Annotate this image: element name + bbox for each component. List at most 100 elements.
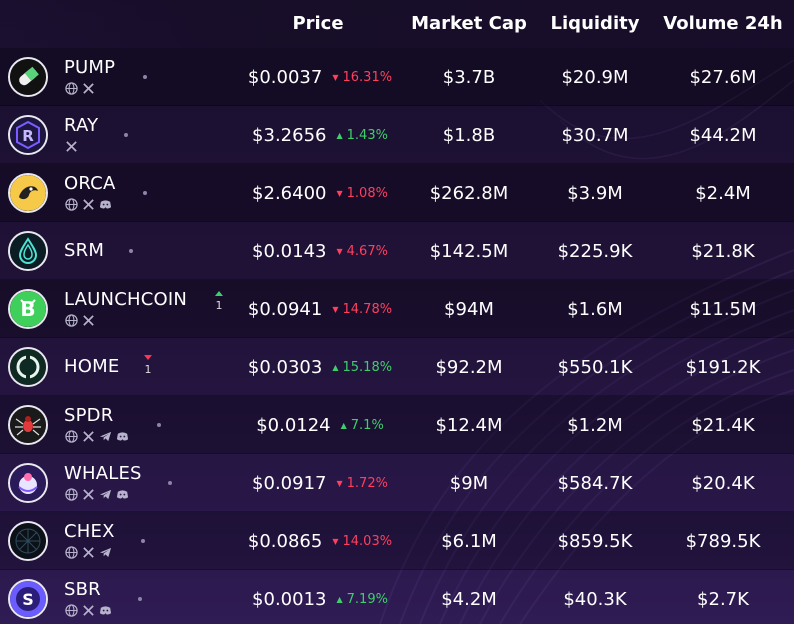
x-icon[interactable] [81,487,95,501]
whales-logo [8,463,48,503]
table-row[interactable]: ORCA $2.6400 ▼ 1.08% $262.8M $3.9M $2.4M [0,164,794,222]
liquidity-value: $40.3K [563,588,627,610]
table-row[interactable]: B LAUNCHCOIN 1 $0.0941 ▼ 14.78% $94M $1.6M $11.5… [0,280,794,338]
globe-icon[interactable] [64,313,78,327]
volume-value: $2.4M [695,182,751,204]
price-value: $0.0124 [256,414,331,436]
token-name[interactable]: SPDR [64,405,114,426]
globe-icon[interactable] [64,603,78,617]
token-name[interactable]: HOME [64,356,120,377]
x-icon[interactable] [81,197,95,211]
price-change-value: 1.43% [346,127,388,143]
market-cap-value: $4.2M [441,588,497,610]
header-price[interactable]: Price [292,13,344,34]
price-change-value: 7.1% [350,417,384,433]
x-icon[interactable] [81,81,95,95]
market-cap-value: $12.4M [435,414,503,436]
discord-icon[interactable] [98,197,112,211]
status-dot [168,481,172,485]
liquidity-value: $30.7M [561,124,629,146]
market-cap-value: $6.1M [441,530,497,552]
header-liquidity[interactable]: Liquidity [550,13,640,34]
table-row[interactable]: R RAY $3.2656 ▲ 1.43% $1.8B $30.7M $44.2M [0,106,794,164]
token-name[interactable]: WHALES [64,463,142,484]
telegram-icon[interactable] [98,545,112,559]
telegram-icon[interactable] [98,487,112,501]
market-cap-value: $92.2M [435,356,503,378]
x-icon[interactable] [81,603,95,617]
social-links [64,429,129,443]
telegram-icon[interactable] [98,429,112,443]
header-volume-24h[interactable]: Volume 24h [663,13,783,34]
discord-icon[interactable] [115,429,129,443]
x-icon[interactable] [81,429,95,443]
srm-logo [8,231,48,271]
header-market-cap[interactable]: Market Cap [411,13,527,34]
price-change-value: 7.19% [346,591,388,607]
caret-down-icon: ▼ [336,246,343,256]
table-row[interactable]: S SBR $0.0013 ▲ 7.19% $4.2M $40.3K $2.7K [0,570,794,624]
token-name[interactable]: SBR [64,579,101,600]
table-row[interactable]: WHALES $0.0917 ▼ 1.72% $9M $584.7K $20.4K [0,454,794,512]
rank-down-icon [144,355,152,360]
x-icon[interactable] [81,313,95,327]
discord-icon[interactable] [115,487,129,501]
price-change-value: 1.08% [346,185,388,201]
table-row[interactable]: CHEX $0.0865 ▼ 14.03% $6.1M $859.5K $789.5K [0,512,794,570]
caret-up-icon: ▲ [332,362,339,372]
table-row[interactable]: SRM $0.0143 ▼ 4.67% $142.5M $225.9K $21.8K [0,222,794,280]
price-change: ▼ 16.31% [332,70,392,85]
globe-icon[interactable] [64,487,78,501]
price-value: $0.0037 [247,66,323,88]
caret-up-icon: ▲ [336,130,343,140]
token-name[interactable]: RAY [64,115,99,136]
price-value: $3.2656 [252,124,327,146]
globe-icon[interactable] [64,545,78,559]
price-change-value: 1.72% [346,475,388,491]
status-dot [141,539,145,543]
status-dot [124,133,128,137]
token-name[interactable]: CHEX [64,521,115,542]
price-cell: $0.0303 ▲ 15.18% [230,338,410,396]
globe-icon[interactable] [64,429,78,443]
table-body: PUMP $0.0037 ▼ 16.31% $3.7B $20.9M $27.6M R RAY $… [0,48,794,624]
price-change-value: 15.18% [342,359,393,375]
token-name[interactable]: PUMP [64,57,116,78]
caret-down-icon: ▼ [336,188,343,198]
spdr-logo [8,405,48,445]
social-links [64,197,112,211]
price-change-value: 16.31% [342,69,393,85]
price-value: $0.0865 [247,530,323,552]
volume-value: $21.8K [691,240,755,262]
x-icon[interactable] [64,139,78,153]
token-name[interactable]: SRM [64,240,105,261]
price-change: ▼ 14.03% [332,534,392,549]
liquidity-value: $3.9M [567,182,623,204]
social-links [64,603,112,617]
rank-up-icon [215,291,223,296]
market-cap-value: $1.8B [442,124,496,146]
x-icon[interactable] [81,545,95,559]
table-row[interactable]: PUMP $0.0037 ▼ 16.31% $3.7B $20.9M $27.6M [0,48,794,106]
status-dot [129,249,133,253]
token-name[interactable]: LAUNCHCOIN [64,289,188,310]
token-name[interactable]: ORCA [64,173,116,194]
volume-value: $191.2K [685,356,761,378]
table-row[interactable]: HOME 1 $0.0303 ▲ 15.18% $92.2M $550.1K $191.2K [0,338,794,396]
price-cell: $0.0037 ▼ 16.31% [230,48,410,106]
volume-value: $789.5K [685,530,761,552]
svg-text:S: S [22,590,34,609]
price-value: $0.0917 [252,472,327,494]
globe-icon[interactable] [64,197,78,211]
chex-logo [8,521,48,561]
volume-value: $2.7K [697,588,749,610]
price-cell: $2.6400 ▼ 1.08% [230,164,410,222]
table-row[interactable]: SPDR $0.0124 ▲ 7.1% $12.4M $1.2M $21.4K [0,396,794,454]
volume-value: $20.4K [691,472,755,494]
globe-icon[interactable] [64,81,78,95]
discord-icon[interactable] [98,603,112,617]
price-cell: $0.0865 ▼ 14.03% [230,512,410,570]
price-change-value: 4.67% [346,243,388,259]
social-links [64,313,95,327]
status-dot [143,75,147,79]
